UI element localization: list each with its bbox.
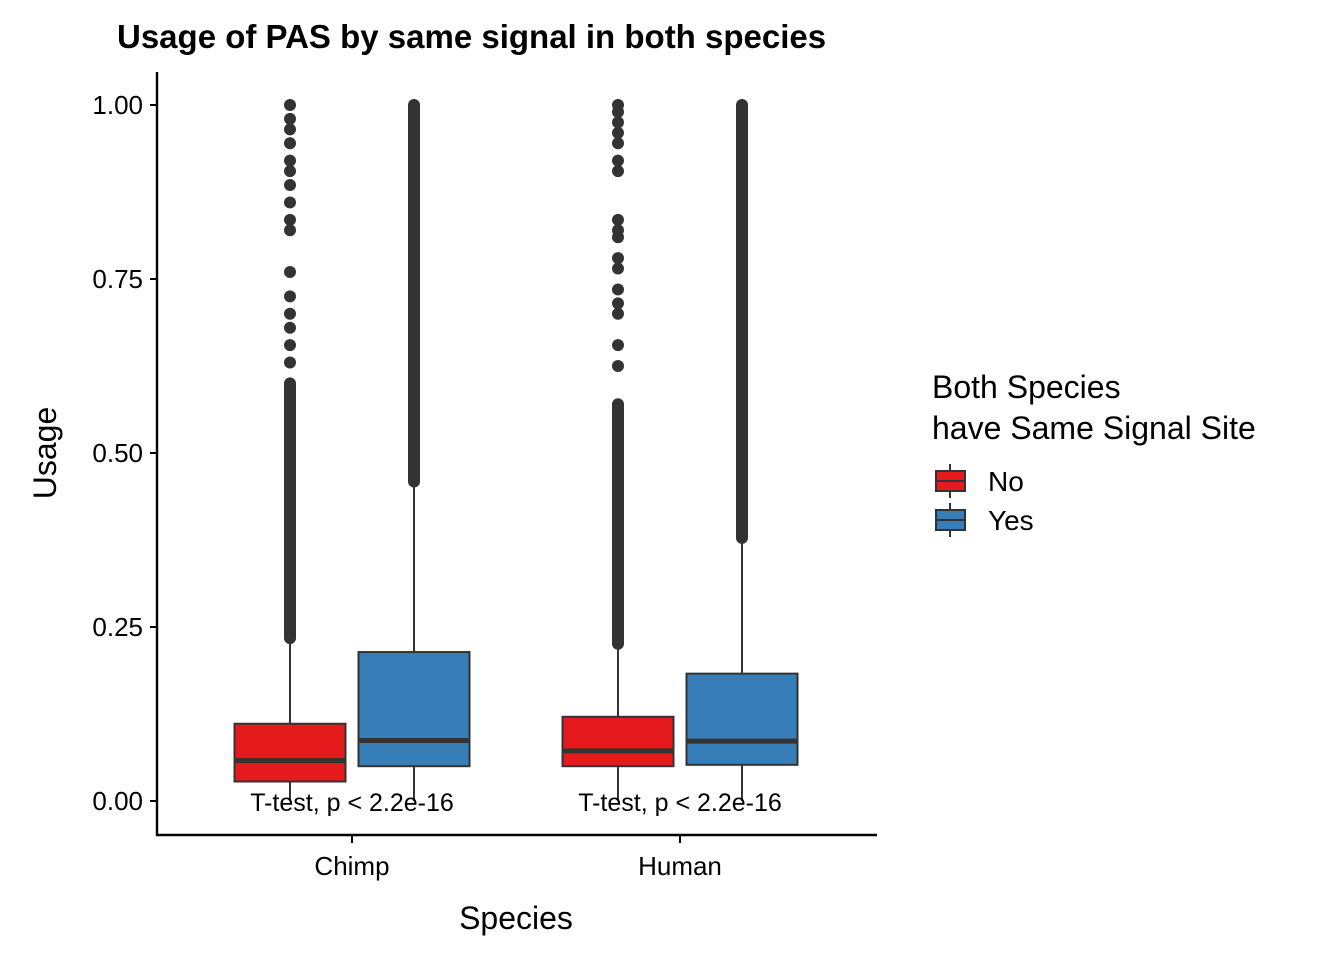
legend: Both Species have Same Signal Site No Yes xyxy=(932,369,1256,537)
y-tick-label: 0.00 xyxy=(92,786,143,816)
box-iqr xyxy=(233,722,347,783)
outlier-point xyxy=(284,339,296,352)
x-tick-label: Chimp xyxy=(314,851,389,881)
outlier-point xyxy=(284,165,296,178)
plot-area: T-test, p < 2.2e-16 T-test, p < 2.2e-16 xyxy=(233,99,799,817)
outlier-point xyxy=(612,283,624,296)
y-axis-ticks: 0.00 0.25 0.50 0.75 1.00 xyxy=(92,90,157,816)
box-yes-chimp xyxy=(357,99,471,801)
outlier-cluster xyxy=(408,99,420,488)
y-tick-label: 1.00 xyxy=(92,90,143,120)
outlier-point xyxy=(284,154,296,167)
outlier-point xyxy=(612,154,624,167)
y-tick-label: 0.25 xyxy=(92,612,143,642)
outlier-point xyxy=(612,165,624,178)
outlier-point xyxy=(612,224,624,237)
outlier-point xyxy=(284,224,296,237)
outlier-cluster xyxy=(612,398,624,650)
outlier-point xyxy=(612,213,624,226)
legend-label: No xyxy=(988,466,1024,497)
outlier-point xyxy=(612,307,624,320)
outlier-point xyxy=(612,252,624,265)
y-axis-title: Usage xyxy=(27,407,63,500)
box-yes-human xyxy=(685,99,799,801)
outlier-point xyxy=(612,137,624,150)
box-iqr xyxy=(357,651,471,768)
outlier-point xyxy=(284,266,296,279)
box-no-human xyxy=(561,99,675,801)
outlier-point xyxy=(612,126,624,139)
legend-title-line1: Both Species xyxy=(932,369,1121,405)
outlier-point xyxy=(612,339,624,352)
outlier-point xyxy=(284,179,296,192)
legend-entry-yes: Yes xyxy=(935,503,1034,537)
legend-title-line2: have Same Signal Site xyxy=(932,410,1256,446)
outlier-cluster xyxy=(736,99,748,544)
x-axis-ticks: Chimp Human xyxy=(314,836,722,881)
outlier-point xyxy=(284,137,296,150)
outlier-cluster xyxy=(284,377,296,645)
y-tick-label: 0.50 xyxy=(92,438,143,468)
outlier-point xyxy=(612,99,624,111)
outlier-point xyxy=(284,321,296,334)
outlier-point xyxy=(612,262,624,275)
outlier-point xyxy=(612,116,624,129)
box-iqr xyxy=(685,672,799,766)
outlier-point xyxy=(284,112,296,125)
outlier-point xyxy=(284,99,296,111)
outlier-point xyxy=(284,196,296,209)
chart-title: Usage of PAS by same signal in both spec… xyxy=(117,18,826,55)
outlier-point xyxy=(612,297,624,310)
outlier-point xyxy=(284,307,296,320)
legend-entry-no: No xyxy=(935,464,1024,498)
annotation-ttest: T-test, p < 2.2e-16 xyxy=(250,789,454,817)
x-tick-label: Human xyxy=(638,851,722,881)
annotation-ttest: T-test, p < 2.2e-16 xyxy=(578,789,782,817)
outlier-point xyxy=(284,123,296,136)
outlier-point xyxy=(284,290,296,303)
outlier-point xyxy=(284,356,296,369)
x-axis-title: Species xyxy=(459,900,573,936)
outlier-point xyxy=(284,213,296,226)
box-no-chimp xyxy=(233,99,347,801)
y-tick-label: 0.75 xyxy=(92,264,143,294)
outlier-point xyxy=(612,360,624,372)
box-iqr xyxy=(561,715,675,768)
legend-label: Yes xyxy=(988,505,1034,536)
